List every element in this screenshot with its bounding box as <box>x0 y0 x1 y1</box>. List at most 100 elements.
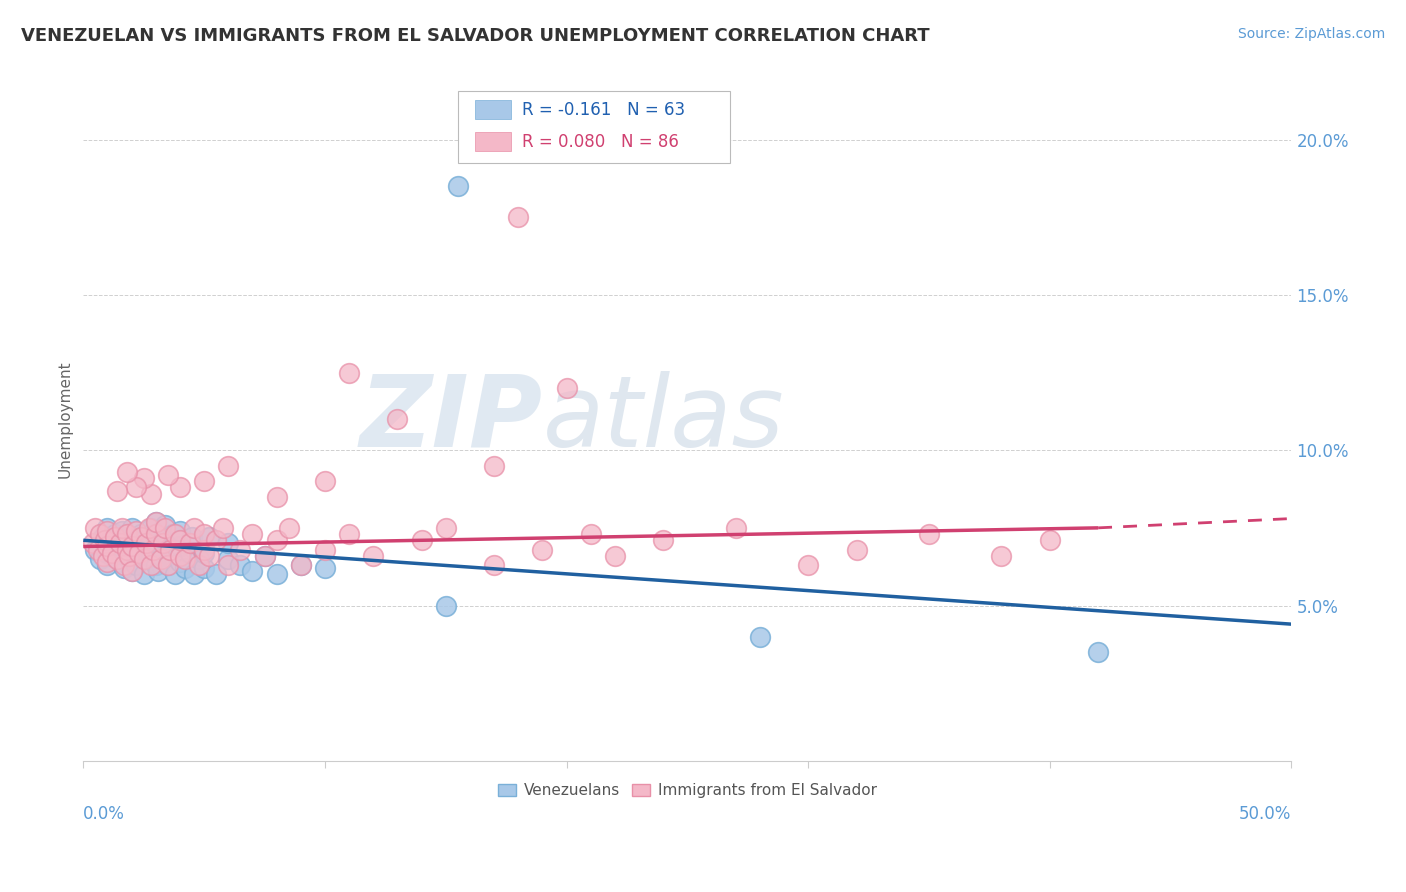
Point <box>121 565 143 579</box>
Point <box>193 475 215 489</box>
Point <box>96 540 118 554</box>
Point <box>314 475 336 489</box>
Point <box>198 549 221 563</box>
Text: VENEZUELAN VS IMMIGRANTS FROM EL SALVADOR UNEMPLOYMENT CORRELATION CHART: VENEZUELAN VS IMMIGRANTS FROM EL SALVADO… <box>21 27 929 45</box>
Point <box>253 549 276 563</box>
Point <box>84 542 107 557</box>
Point <box>94 533 117 548</box>
Point <box>139 486 162 500</box>
Point <box>579 527 602 541</box>
Point <box>205 567 228 582</box>
Point <box>156 558 179 573</box>
Point <box>128 546 150 560</box>
Point <box>1087 645 1109 659</box>
Point <box>115 542 138 557</box>
Point <box>845 542 868 557</box>
Point <box>181 530 204 544</box>
Point <box>169 480 191 494</box>
Point <box>198 530 221 544</box>
Point <box>152 536 174 550</box>
Point <box>411 533 433 548</box>
Point <box>145 530 167 544</box>
Point <box>748 630 770 644</box>
Legend: Venezuelans, Immigrants from El Salvador: Venezuelans, Immigrants from El Salvador <box>492 777 883 805</box>
Point <box>531 542 554 557</box>
Point <box>173 552 195 566</box>
Point <box>132 471 155 485</box>
Point <box>156 558 179 573</box>
Point <box>82 536 104 550</box>
Text: Source: ZipAtlas.com: Source: ZipAtlas.com <box>1237 27 1385 41</box>
Point <box>96 540 118 554</box>
Point <box>149 552 172 566</box>
Point <box>155 521 177 535</box>
Point <box>169 555 191 569</box>
Point <box>121 540 143 554</box>
Point <box>188 552 211 566</box>
Point <box>145 515 167 529</box>
Point <box>1039 533 1062 548</box>
Point <box>229 558 252 573</box>
Text: R = 0.080   N = 86: R = 0.080 N = 86 <box>522 133 679 151</box>
Point <box>125 558 148 573</box>
Point <box>112 558 135 573</box>
Point <box>125 480 148 494</box>
Point <box>149 549 172 563</box>
Y-axis label: Unemployment: Unemployment <box>58 360 72 478</box>
Point <box>101 546 124 560</box>
Point <box>96 555 118 569</box>
Point <box>169 549 191 563</box>
Point <box>121 565 143 579</box>
Point <box>797 558 820 573</box>
Point <box>229 542 252 557</box>
Point <box>111 521 134 535</box>
Point <box>193 527 215 541</box>
Point <box>115 530 138 544</box>
Text: R = -0.161   N = 63: R = -0.161 N = 63 <box>522 101 685 119</box>
Text: atlas: atlas <box>543 371 785 467</box>
Point <box>101 549 124 563</box>
Point <box>145 527 167 541</box>
Point <box>242 527 264 541</box>
Point <box>89 552 111 566</box>
Point <box>142 542 165 557</box>
Point <box>121 521 143 535</box>
Point <box>135 536 157 550</box>
Point <box>193 561 215 575</box>
Point <box>132 552 155 566</box>
Point <box>108 540 131 554</box>
Point <box>253 549 276 563</box>
Point <box>108 536 131 550</box>
Point <box>135 552 157 566</box>
Point <box>148 565 170 579</box>
Point <box>91 549 114 563</box>
Text: ZIP: ZIP <box>360 371 543 467</box>
Point <box>105 483 128 498</box>
Point <box>162 527 184 541</box>
Point <box>139 521 162 535</box>
Point <box>918 527 941 541</box>
Point <box>129 527 152 541</box>
Point <box>118 549 141 563</box>
Point <box>314 542 336 557</box>
Point <box>169 524 191 538</box>
Point <box>96 524 118 538</box>
Point <box>652 533 675 548</box>
Point <box>290 558 312 573</box>
Point <box>217 552 239 566</box>
Point <box>125 524 148 538</box>
FancyBboxPatch shape <box>458 91 730 163</box>
Point <box>173 561 195 575</box>
Point <box>183 521 205 535</box>
Point <box>724 521 747 535</box>
Point <box>361 549 384 563</box>
Point <box>990 549 1012 563</box>
Point <box>115 465 138 479</box>
Point <box>205 533 228 548</box>
Point <box>169 533 191 548</box>
Point <box>212 521 235 535</box>
Point <box>387 412 409 426</box>
Point <box>603 549 626 563</box>
Point <box>121 549 143 563</box>
Point <box>165 567 187 582</box>
